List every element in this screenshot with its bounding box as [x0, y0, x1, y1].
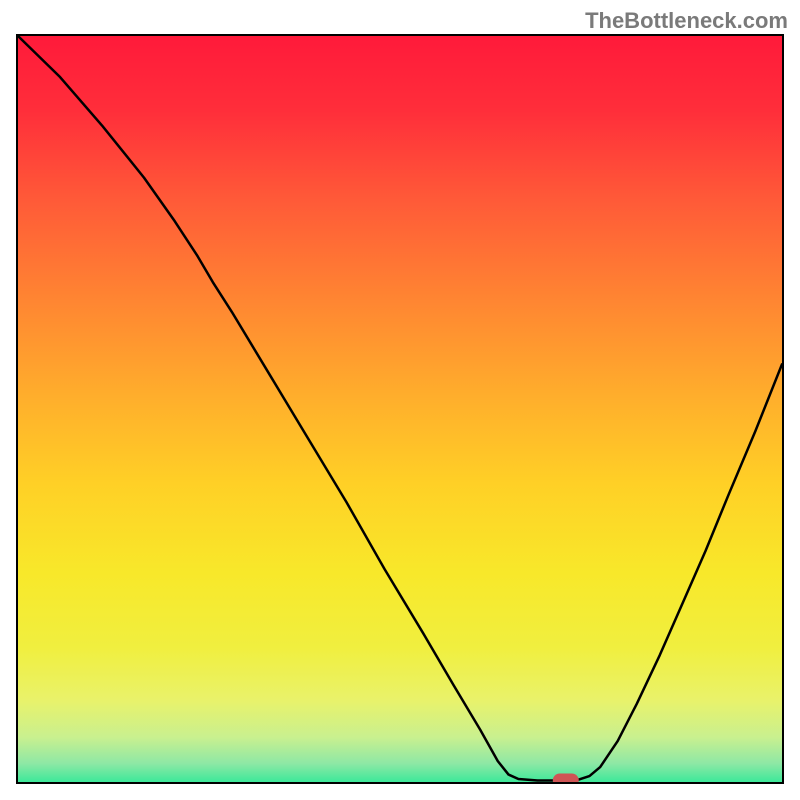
bottleneck-chart — [16, 34, 784, 784]
watermark-text: TheBottleneck.com — [585, 8, 788, 34]
gradient-background — [18, 36, 782, 782]
chart-container: TheBottleneck.com — [0, 0, 800, 800]
chart-svg — [16, 34, 784, 784]
